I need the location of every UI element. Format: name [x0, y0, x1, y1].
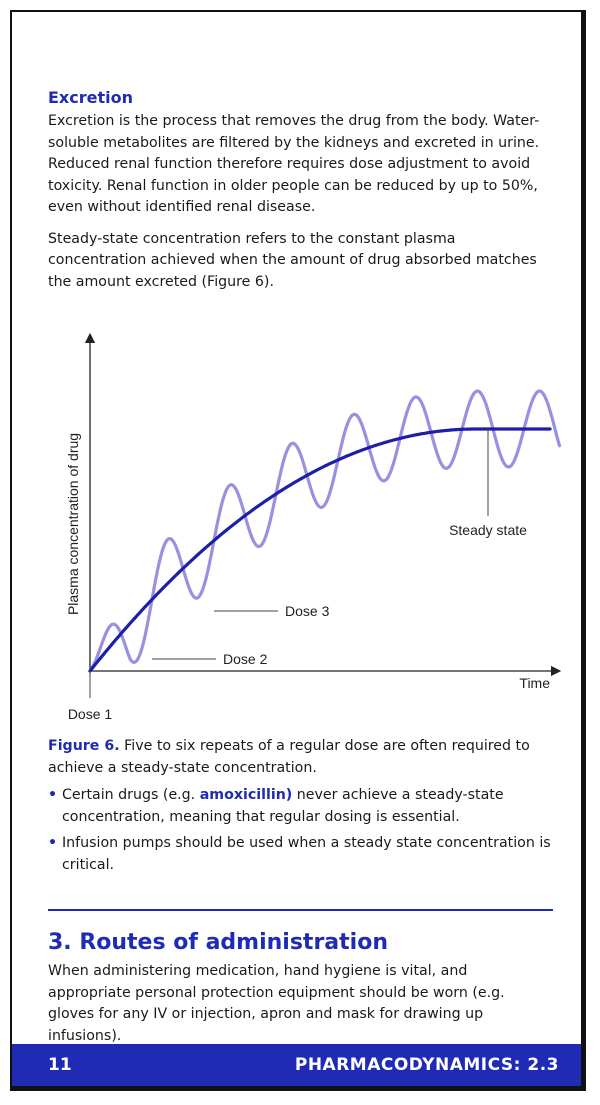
caption-label: Figure 6. — [48, 738, 120, 754]
list-item: • Infusion pumps should be used when a st… — [48, 835, 551, 873]
caption-text: Figure 6. Five to six repeats of a regul… — [48, 736, 553, 779]
dose-oscillation-line — [88, 389, 562, 673]
routes-paragraph: When administering medication, hand hygi… — [48, 963, 505, 1044]
caption-body: Five to six repeats of a regular dose ar… — [48, 738, 530, 776]
page: Excretion Excretion is the process that … — [10, 10, 586, 1091]
excretion-heading: Excretion — [48, 88, 133, 107]
label-dose-3: Dose 3 — [285, 603, 330, 619]
excretion-paragraph: Excretion is the process that removes th… — [48, 113, 540, 215]
page-footer: 11 PHARMACODYNAMICS: 2.3 — [12, 1044, 581, 1086]
label-dose-1: Dose 1 — [68, 706, 113, 722]
bullet-dot: • — [48, 787, 58, 803]
mean-concentration-curve — [88, 427, 552, 673]
concentration-chart: Plasma concentration of drug Time Dose 1… — [65, 332, 562, 722]
routes-section: 3. Routes of administration When adminis… — [48, 930, 553, 1057]
page-number: 11 — [48, 1055, 72, 1075]
label-dose-2: Dose 2 — [223, 651, 268, 667]
figure-6: Plasma concentration of drug Time Dose 1… — [36, 324, 566, 734]
routes-heading: 3. Routes of administration — [48, 930, 388, 955]
bullet-dot: • — [48, 835, 58, 851]
bullet-list: • Certain drugs (e.g. amoxicillin) never … — [48, 785, 553, 876]
section-divider — [48, 909, 553, 911]
steady-state-paragraph: Steady-state concentration refers to the… — [48, 230, 537, 290]
drug-name: amoxicillin) — [199, 787, 293, 803]
excretion-section: Excretion Excretion is the process that … — [48, 88, 553, 303]
figure-caption: Figure 6. Five to six repeats of a regul… — [48, 736, 553, 881]
label-steady-state: Steady state — [449, 522, 527, 538]
list-item: • Certain drugs (e.g. amoxicillin) never … — [48, 787, 504, 825]
y-axis-label: Plasma concentration of drug — [65, 433, 81, 615]
running-title: PHARMACODYNAMICS: 2.3 — [294, 1055, 559, 1075]
x-axis-label: Time — [519, 675, 550, 691]
